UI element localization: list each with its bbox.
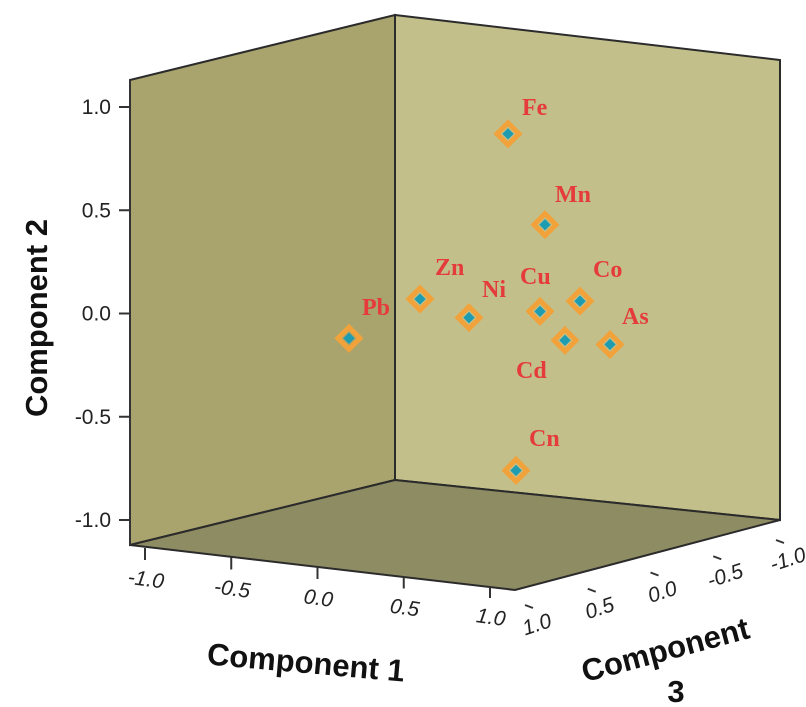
- y-axis-ticks: 1.0 0.5 0.0 -0.5 -1.0: [75, 96, 130, 532]
- marker-fill: [604, 338, 616, 351]
- marker-fill: [463, 311, 475, 324]
- data-point-mn: Mn: [530, 182, 591, 240]
- marker-fill: [343, 332, 355, 344]
- data-point-pb: Pb: [334, 295, 390, 353]
- x-tick-label: 1.0: [475, 604, 507, 631]
- left-wall: [129, 13, 396, 547]
- marker-outline: [334, 323, 364, 353]
- marker-outline: [530, 210, 560, 240]
- point-label: Zn: [435, 255, 464, 281]
- point-label: Cn: [529, 426, 560, 452]
- z-tick-label: -0.5: [704, 559, 746, 592]
- z-tick-mark: [775, 539, 785, 544]
- data-point-co: Co: [565, 257, 622, 316]
- point-label: Mn: [555, 182, 591, 208]
- marker-fill: [539, 218, 551, 231]
- point-label: Ni: [482, 277, 506, 303]
- x-tick-label: -0.5: [213, 575, 252, 603]
- data-point-as: As: [595, 304, 649, 360]
- point-label: As: [622, 304, 649, 330]
- y-axis-title: Component 2: [19, 219, 54, 417]
- point-label: Fe: [522, 95, 548, 121]
- marker-fill: [534, 305, 546, 318]
- data-points: Fe Mn Zn Ni Cu Co Pb As Cd Cn: [334, 95, 649, 485]
- y-tick-label: -1.0: [75, 509, 111, 532]
- y-tick-label: 0.5: [82, 199, 111, 222]
- marker-fill: [559, 334, 571, 347]
- point-label: Pb: [362, 295, 390, 321]
- marker-fill: [510, 464, 522, 477]
- point-label: Cu: [520, 264, 551, 290]
- marker-fill: [414, 293, 426, 305]
- z-tick-mark: [524, 604, 534, 609]
- marker-fill: [574, 295, 586, 307]
- z-tick-label: 0.5: [582, 593, 617, 624]
- y-tick-label: -0.5: [75, 406, 111, 429]
- data-point-cd: Cd: [516, 325, 580, 384]
- data-point-fe: Fe: [493, 95, 548, 149]
- marker-outline: [493, 119, 523, 149]
- point-label: Co: [593, 257, 622, 283]
- marker-outline: [405, 284, 435, 314]
- data-point-zn: Zn: [405, 255, 464, 314]
- z-tick-label: 0.0: [645, 577, 680, 608]
- y-tick-label: 0.0: [82, 303, 111, 326]
- x-tick-label: 0.5: [389, 595, 421, 622]
- marker-outline: [454, 303, 484, 333]
- marker-outline: [565, 286, 595, 316]
- z-tick-label: 1.0: [520, 609, 555, 640]
- marker-fill: [502, 128, 514, 140]
- x-tick-label: -1.0: [126, 566, 165, 594]
- z-axis-title-line1: Component: [578, 611, 753, 689]
- floor: [129, 478, 781, 592]
- z-axis-title-line2: 3: [667, 674, 684, 707]
- marker-outline: [595, 329, 625, 360]
- z-axis-ticks: 1.0 0.5 0.0 -0.5 -1.0: [520, 539, 806, 640]
- x-tick-label: 0.0: [302, 585, 334, 612]
- y-tick-label: 1.0: [82, 96, 111, 119]
- x-axis-ticks: -1.0 -0.5 0.0 0.5 1.0: [126, 548, 507, 631]
- data-point-cn: Cn: [501, 426, 560, 485]
- z-tick-mark: [587, 587, 597, 593]
- data-point-ni: Ni: [454, 277, 506, 333]
- data-point-cu: Cu: [520, 264, 555, 326]
- marker-outline: [550, 325, 580, 355]
- marker-outline: [501, 455, 531, 485]
- z-tick-label: -1.0: [767, 543, 806, 576]
- x-axis-title: Component 1: [206, 636, 406, 688]
- z-tick-mark: [712, 555, 722, 561]
- marker-outline: [525, 296, 555, 326]
- z-tick-mark: [650, 571, 659, 577]
- point-label: Cd: [516, 358, 547, 384]
